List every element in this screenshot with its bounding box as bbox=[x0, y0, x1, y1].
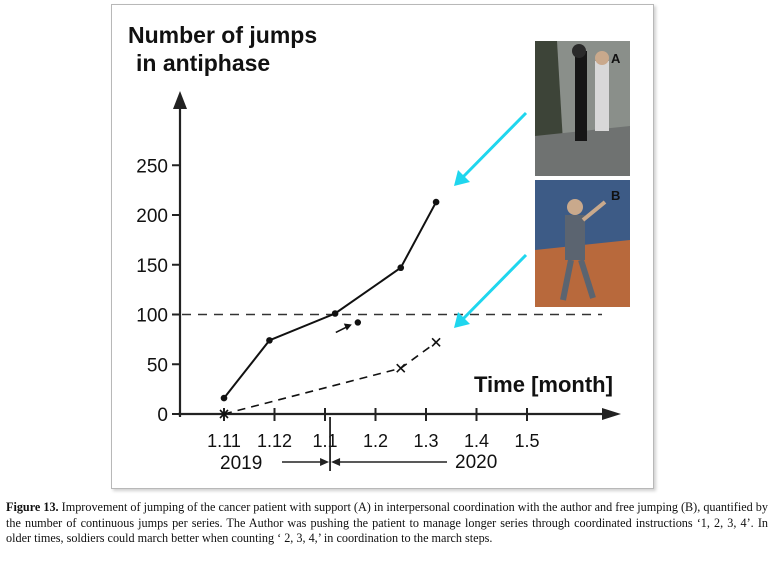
x-axis-arrowhead bbox=[602, 408, 621, 420]
x-tick-label: 1.12 bbox=[257, 431, 292, 451]
series-1-point bbox=[431, 337, 441, 347]
y-axis-label-line2: in antiphase bbox=[136, 50, 270, 76]
extra-points bbox=[335, 319, 362, 334]
series-0-point bbox=[432, 198, 440, 206]
caption-label: Figure 13. bbox=[6, 500, 59, 514]
series-0-point bbox=[331, 310, 339, 317]
x-axis-label: Time [month] bbox=[474, 372, 613, 397]
chart: Number of jumps in antiphase Time [month… bbox=[128, 22, 621, 474]
cyan-arrows bbox=[454, 111, 528, 328]
y-ticks: 0 50 100 150 200 250 bbox=[136, 156, 180, 426]
series-0-point bbox=[220, 394, 228, 402]
photo-b: B bbox=[535, 180, 630, 307]
y-tick-label: 200 bbox=[136, 206, 168, 227]
caption-text: Improvement of jumping of the cancer pat… bbox=[6, 500, 768, 545]
x-ticks: 1.11 1.12 1.1 1.2 1.3 1.4 1.5 bbox=[207, 408, 540, 451]
y-tick-label: 250 bbox=[136, 156, 168, 177]
cyan-arrowhead-0 bbox=[454, 170, 470, 186]
x-tick-label: 1.4 bbox=[464, 431, 489, 451]
figure-caption: Figure 13. Improvement of jumping of the… bbox=[6, 500, 768, 547]
x-tick-label: 1.11 bbox=[207, 431, 241, 451]
photo-b-label: B bbox=[611, 188, 620, 203]
x-tick-label: 1.5 bbox=[514, 431, 539, 451]
cyan-arrow-0 bbox=[460, 111, 528, 180]
y-tick-label: 50 bbox=[147, 355, 168, 376]
y-tick-label: 0 bbox=[157, 405, 168, 426]
series-1-line bbox=[223, 341, 437, 415]
photo-a: A bbox=[535, 41, 630, 176]
series-0-line bbox=[223, 201, 437, 399]
series-0-point bbox=[397, 264, 405, 272]
y-tick-label: 100 bbox=[136, 306, 168, 327]
year-right-arrowhead bbox=[331, 458, 341, 466]
person-author-a bbox=[595, 61, 609, 131]
person-patient-a bbox=[575, 51, 587, 141]
photo-a-label: A bbox=[611, 51, 621, 66]
series-0-point bbox=[266, 337, 273, 344]
y-tick-label: 150 bbox=[136, 256, 168, 277]
x-tick-label: 1.1 bbox=[312, 431, 337, 451]
year-left-label: 2019 bbox=[220, 453, 262, 474]
figure-frame: Number of jumps in antiphase Time [month… bbox=[111, 4, 654, 489]
person-patient-b bbox=[565, 215, 585, 260]
cyan-arrowhead-1 bbox=[454, 312, 470, 328]
y-axis-label-line1: Number of jumps bbox=[128, 22, 317, 48]
series-1-point bbox=[396, 363, 406, 373]
series-group bbox=[219, 198, 441, 419]
y-axis-arrowhead bbox=[173, 91, 187, 109]
extra-arrow-head bbox=[343, 323, 352, 331]
year-right-label: 2020 bbox=[455, 452, 497, 473]
year-annotation: 2019 2020 bbox=[220, 417, 497, 474]
x-tick-label: 1.3 bbox=[413, 431, 438, 451]
x-tick-label: 1.2 bbox=[363, 431, 388, 451]
series-1-point bbox=[219, 409, 229, 419]
year-left-arrowhead bbox=[320, 458, 330, 466]
cyan-arrow-1 bbox=[460, 253, 528, 322]
extra-point bbox=[354, 319, 362, 326]
